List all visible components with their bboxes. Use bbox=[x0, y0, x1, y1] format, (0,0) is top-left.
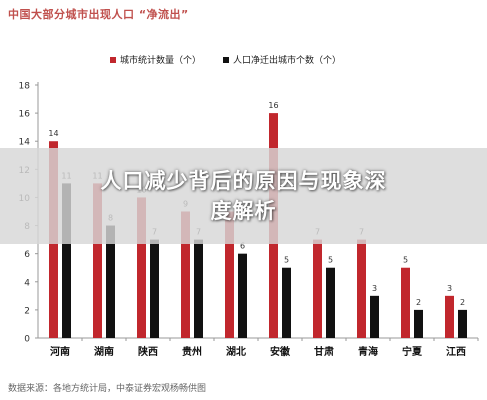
bar-net-outflow bbox=[106, 225, 115, 338]
bar-net-outflow bbox=[150, 239, 159, 338]
bar-net-outflow bbox=[414, 309, 423, 338]
legend-swatch-black bbox=[223, 56, 230, 63]
bar-net-outflow bbox=[370, 295, 379, 338]
x-category-label: 甘肃 bbox=[314, 345, 334, 358]
y-tick-label: 18 bbox=[19, 82, 31, 92]
x-category-label: 江西 bbox=[446, 345, 466, 358]
data-source-note: 数据来源：各地方统计局，中泰证券宏观杨畅供图 bbox=[8, 384, 207, 394]
bar-value-label: 6 bbox=[240, 242, 245, 251]
headline-line-1: 人口减少背后的原因与现象深 bbox=[100, 169, 387, 193]
bar-net-outflow bbox=[238, 253, 247, 338]
y-tick-label: 2 bbox=[24, 306, 30, 316]
x-category-label: 贵州 bbox=[182, 345, 202, 358]
legend-label-series2: 人口净迁出城市个数（个） bbox=[233, 56, 342, 66]
y-tick-label: 14 bbox=[19, 138, 31, 148]
bar-value-label: 2 bbox=[460, 298, 465, 307]
x-category-label: 安徽 bbox=[270, 345, 291, 358]
chart-title: 中国大部分城市出现人口 “净流出” bbox=[8, 8, 189, 21]
bar-city-count bbox=[445, 295, 454, 338]
headline-line-2: 度解析 bbox=[210, 199, 277, 223]
bar-value-label: 5 bbox=[328, 256, 333, 265]
bar-value-label: 3 bbox=[447, 284, 452, 293]
x-category-label: 湖南 bbox=[94, 345, 114, 358]
bar-value-label: 3 bbox=[372, 284, 377, 293]
y-tick-label: 6 bbox=[24, 250, 30, 260]
legend: 城市统计数量（个） 人口净迁出城市个数（个） bbox=[110, 53, 341, 66]
bar-city-count bbox=[225, 211, 234, 338]
bar-city-count bbox=[313, 239, 322, 338]
bar-net-outflow bbox=[194, 239, 203, 338]
bar-city-count bbox=[93, 183, 102, 338]
legend-label-series1: 城市统计数量（个） bbox=[120, 56, 202, 66]
legend-swatch-red bbox=[110, 56, 116, 63]
y-tick-label: 16 bbox=[19, 110, 31, 120]
x-category-label: 宁夏 bbox=[402, 345, 423, 358]
bar-net-outflow bbox=[282, 267, 291, 338]
bar-value-label: 5 bbox=[403, 256, 408, 265]
x-category-label: 湖北 bbox=[226, 345, 246, 358]
bar-net-outflow bbox=[62, 183, 71, 338]
bar-net-outflow bbox=[458, 309, 467, 338]
x-category-label: 河南 bbox=[50, 345, 70, 358]
y-tick-label: 0 bbox=[24, 335, 30, 345]
headline-banner: 人口减少背后的原因与现象深 度解析 bbox=[0, 148, 487, 244]
bar-value-label: 16 bbox=[268, 101, 278, 110]
bar-value-label: 5 bbox=[284, 256, 289, 265]
legend-item-series1: 城市统计数量（个） bbox=[110, 53, 201, 66]
bar-city-count bbox=[401, 267, 410, 338]
bar-city-count bbox=[357, 239, 366, 338]
bar-value-label: 14 bbox=[48, 129, 58, 138]
legend-item-series2: 人口净迁出城市个数（个） bbox=[223, 53, 341, 66]
x-category-label: 陕西 bbox=[138, 345, 158, 358]
bar-city-count bbox=[181, 211, 190, 338]
x-category-label: 青海 bbox=[358, 345, 378, 358]
bar-value-label: 2 bbox=[416, 298, 421, 307]
bar-city-count bbox=[137, 197, 146, 338]
y-tick-label: 4 bbox=[24, 278, 30, 288]
bar-net-outflow bbox=[326, 267, 335, 338]
